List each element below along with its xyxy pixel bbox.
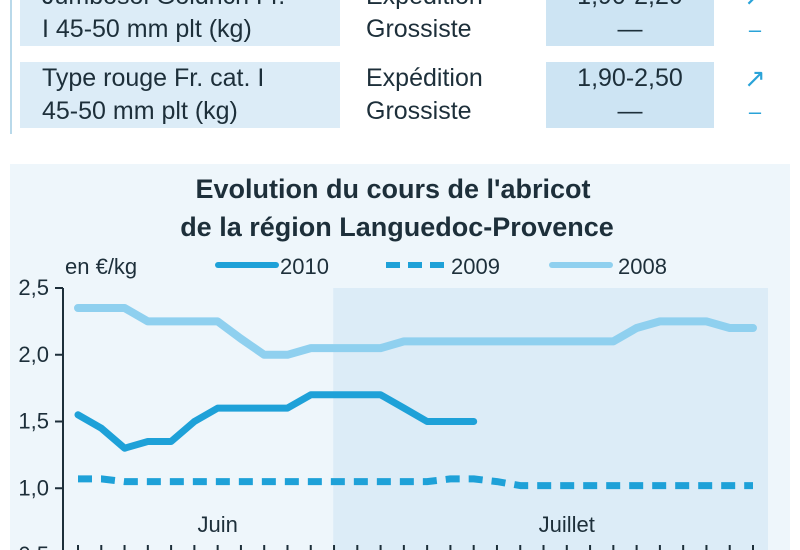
stage-line-2: Grossiste (366, 15, 472, 43)
y-tick-label: 1,5 (18, 409, 49, 434)
stage-cell: Expédition Grossiste (366, 62, 542, 128)
month-shade-band (333, 288, 768, 550)
chart-title-line-2: de la région Languedoc-Provence (180, 212, 614, 242)
price-line-1: 1,90-2,50 (577, 64, 683, 92)
stage-line-2: Grossiste (366, 97, 472, 125)
y-axis-ticks: 2,5 2,0 1,5 1,0 0,5 (18, 275, 63, 550)
product-cell: Jumbosol Goldrich Fr. I 45-50 mm plt (kg… (20, 0, 340, 46)
trend-flat-icon: – (748, 99, 762, 124)
price-line-2: — (617, 15, 643, 43)
series-line-2010 (74, 391, 478, 452)
y-axis-unit-label: en €/kg (65, 254, 137, 279)
series-layer (74, 304, 757, 490)
month-label: Juillet (539, 512, 595, 537)
product-line-2: 45-50 mm plt (kg) (42, 97, 238, 125)
month-labels: Juin Juillet (197, 512, 594, 537)
month-label: Juin (197, 512, 237, 537)
y-tick-label: 2,0 (18, 342, 49, 367)
trend-flat-icon: – (748, 17, 762, 42)
chart-title-line-1: Evolution du cours de l'abricot (196, 174, 591, 204)
stage-line-1: Expédition (366, 64, 483, 92)
table-row: Jumbosol Goldrich Fr. I 45-50 mm plt (kg… (0, 0, 800, 46)
price-table: Jumbosol Goldrich Fr. I 45-50 mm plt (kg… (0, 0, 800, 134)
series-line-2008 (74, 304, 757, 359)
legend-label-2010: 2010 (280, 254, 329, 279)
y-tick-label: 0,5 (18, 542, 49, 550)
legend: 2010 2009 2008 (215, 254, 667, 279)
stage-cell: Expédition Grossiste (366, 0, 542, 46)
product-line-1: Jumbosol Goldrich Fr. (42, 0, 340, 13)
table-left-rule (10, 0, 12, 134)
price-cell: 1,90-2,50 — (546, 62, 714, 128)
price-line-1: 1,90-2,20 (546, 0, 714, 13)
product-line-1: Type rouge Fr. cat. I (42, 64, 265, 92)
price-cell: 1,90-2,20 — (546, 0, 714, 46)
trend-up-icon: ↗ (744, 63, 766, 93)
trend-cell: ↗ – (722, 0, 788, 46)
trend-cell: ↗ – (722, 62, 788, 128)
series-line-2009 (78, 475, 753, 490)
stage-line-1: Expédition (366, 0, 542, 13)
legend-label-2009: 2009 (451, 254, 500, 279)
product-cell: Type rouge Fr. cat. I 45-50 mm plt (kg) (20, 62, 340, 128)
table-row: Type rouge Fr. cat. I 45-50 mm plt (kg) … (0, 58, 800, 134)
y-tick-label: 1,0 (18, 475, 49, 500)
legend-label-2008: 2008 (618, 254, 667, 279)
x-axis-ticks (77, 545, 754, 550)
product-line-2: I 45-50 mm plt (kg) (42, 15, 252, 43)
price-line-2: — (617, 97, 643, 125)
y-tick-label: 2,5 (18, 275, 49, 300)
trend-up-icon: ↗ (722, 0, 788, 13)
